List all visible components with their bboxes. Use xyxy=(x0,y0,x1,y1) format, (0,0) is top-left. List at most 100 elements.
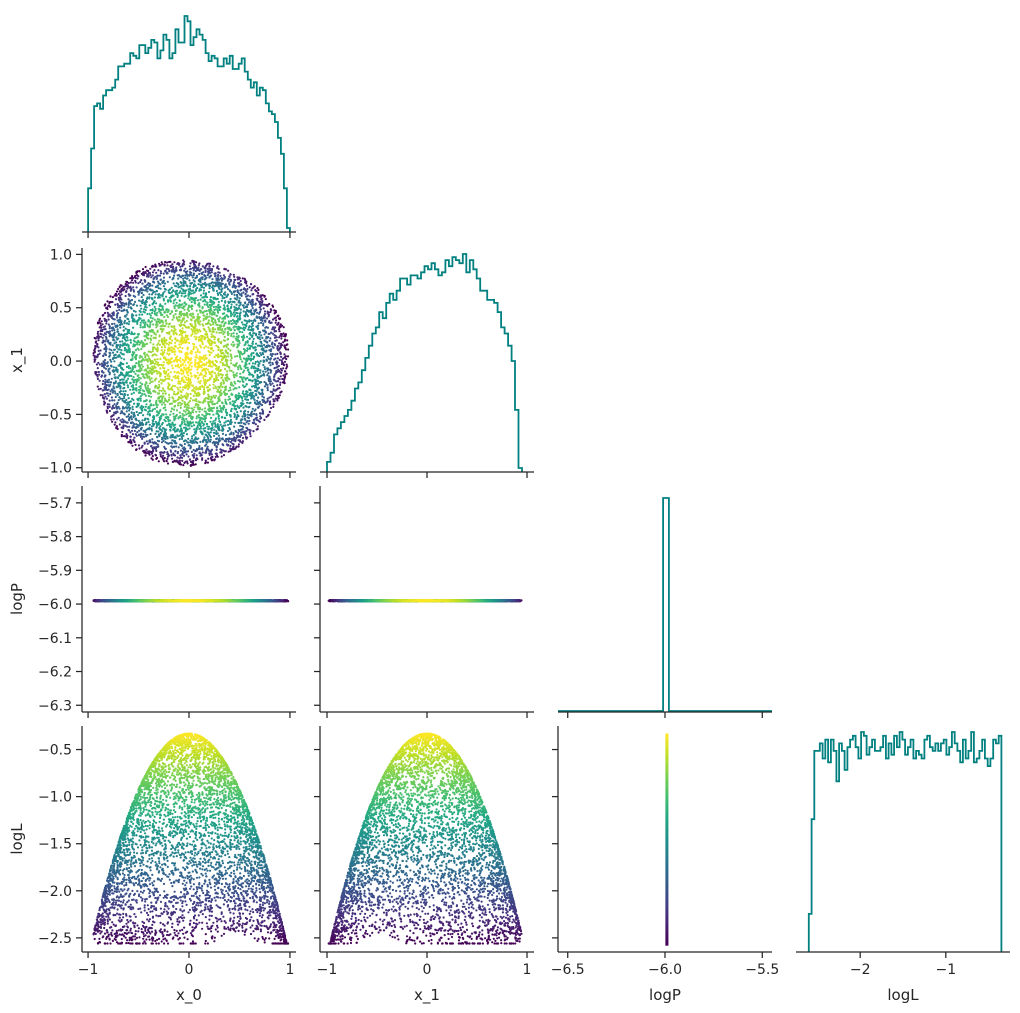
scatter-point xyxy=(126,393,129,397)
scatter-point xyxy=(149,309,152,312)
scatter-point xyxy=(152,404,155,407)
scatter-point xyxy=(154,337,157,340)
scatter-point xyxy=(211,400,214,403)
scatter-point xyxy=(273,375,276,378)
scatter-point xyxy=(137,444,140,447)
scatter-point xyxy=(169,292,172,295)
scatter-point xyxy=(126,287,129,290)
scatter-point xyxy=(234,355,237,358)
scatter-point xyxy=(225,414,228,417)
scatter-point xyxy=(269,406,273,410)
scatter-point xyxy=(160,346,163,349)
scatter-point xyxy=(165,428,168,431)
scatter-point xyxy=(148,297,151,300)
scatter-point xyxy=(277,377,280,380)
scatter-point xyxy=(127,331,131,335)
scatter-point xyxy=(194,403,198,406)
scatter-point xyxy=(209,347,212,350)
scatter-point xyxy=(250,397,253,400)
scatter-point xyxy=(221,317,224,320)
scatter-point xyxy=(206,274,209,277)
scatter-point xyxy=(154,390,157,394)
scatter-point xyxy=(159,431,162,435)
scatter-point xyxy=(203,436,206,439)
scatter-point xyxy=(109,352,112,355)
scatter-point xyxy=(278,342,281,345)
scatter-point xyxy=(156,435,159,438)
scatter-point xyxy=(198,269,201,272)
scatter-point xyxy=(238,342,241,345)
scatter-point xyxy=(165,342,168,345)
scatter-point xyxy=(108,354,112,357)
scatter-point xyxy=(224,433,227,437)
scatter-point xyxy=(281,381,285,384)
scatter-point xyxy=(179,456,182,459)
scatter-point xyxy=(155,285,158,289)
scatter-point xyxy=(144,271,147,274)
scatter-point xyxy=(254,401,257,404)
scatter-point xyxy=(146,342,149,345)
scatter-point xyxy=(233,305,236,308)
scatter-point xyxy=(246,335,249,338)
scatter-point xyxy=(239,375,242,379)
scatter-point xyxy=(103,343,107,346)
scatter-point xyxy=(200,286,203,289)
scatter-point xyxy=(140,426,143,429)
scatter-point xyxy=(194,440,197,443)
scatter-point xyxy=(210,301,213,304)
scatter-point xyxy=(274,339,277,342)
scatter-point xyxy=(166,264,169,267)
scatter-point xyxy=(227,322,230,325)
scatter-point xyxy=(184,274,187,277)
scatter-point xyxy=(238,386,241,389)
scatter-point xyxy=(141,282,144,285)
scatter-point xyxy=(192,433,195,437)
scatter-point xyxy=(244,436,247,439)
scatter-point xyxy=(204,433,207,436)
scatter-point xyxy=(164,392,167,395)
scatter-point xyxy=(205,412,208,415)
scatter-point xyxy=(225,420,228,423)
scatter-point xyxy=(222,390,225,393)
scatter-point xyxy=(281,357,284,360)
scatter-point xyxy=(280,371,283,374)
scatter-point xyxy=(136,277,139,280)
scatter-point xyxy=(226,315,229,318)
scatter-point xyxy=(246,310,249,313)
scatter-point xyxy=(215,278,218,282)
scatter-point xyxy=(141,419,144,422)
scatter-point xyxy=(171,421,174,424)
scatter-point xyxy=(245,390,248,393)
scatter-point xyxy=(108,409,111,413)
scatter-point xyxy=(237,445,240,448)
scatter-point xyxy=(161,436,164,439)
scatter-point xyxy=(190,282,193,285)
scatter-point xyxy=(238,380,241,383)
scatter-point xyxy=(165,459,168,462)
scatter-point xyxy=(283,360,287,363)
scatter-point xyxy=(202,319,205,322)
scatter-point xyxy=(266,397,269,400)
scatter-point xyxy=(113,360,116,363)
scatter-point xyxy=(226,310,229,313)
scatter-point xyxy=(203,346,206,349)
scatter-point xyxy=(208,372,211,375)
scatter-point xyxy=(180,281,183,284)
scatter-point xyxy=(215,454,219,457)
scatter-point xyxy=(228,437,231,440)
scatter-point xyxy=(192,313,195,316)
scatter-point xyxy=(104,395,107,398)
scatter-point xyxy=(273,334,276,337)
scatter-point xyxy=(187,450,190,453)
scatter-point xyxy=(259,308,262,311)
scatter-point xyxy=(183,308,186,311)
scatter-point xyxy=(194,296,198,300)
scatter-point xyxy=(126,339,129,342)
scatter-point xyxy=(146,433,149,437)
scatter-point xyxy=(245,349,249,352)
scatter-point xyxy=(167,452,170,456)
scatter-point xyxy=(184,439,187,442)
scatter-point xyxy=(230,303,233,306)
scatter-point xyxy=(144,450,147,453)
scatter-point xyxy=(128,348,131,351)
